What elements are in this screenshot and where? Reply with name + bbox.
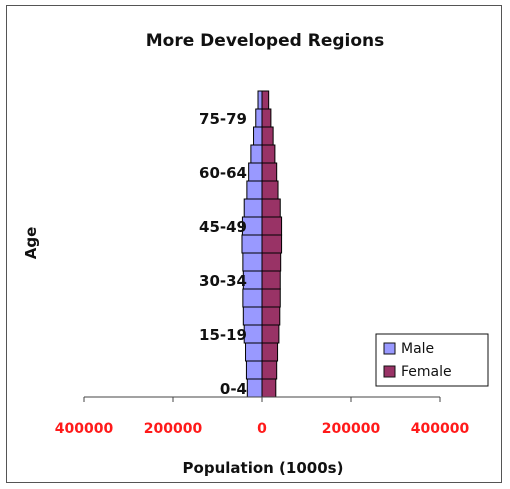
x-tick-label: 200000 bbox=[144, 421, 203, 437]
bar-male-50-54 bbox=[243, 198, 263, 218]
x-tick-label: 400000 bbox=[55, 421, 114, 437]
bar-female-75-79 bbox=[261, 108, 272, 128]
bar-female-55-59 bbox=[261, 180, 279, 200]
bar-male-35-39 bbox=[242, 252, 263, 272]
bar-female-50-54 bbox=[261, 198, 281, 218]
bar-female-15-19 bbox=[261, 324, 280, 344]
y-tick-label: 45-49 bbox=[199, 218, 247, 236]
bar-female-60-64 bbox=[261, 162, 278, 182]
legend-label-female: Female bbox=[401, 364, 452, 380]
y-axis-title: Age bbox=[22, 227, 40, 260]
bar-male-60-64 bbox=[248, 162, 263, 182]
bar-male-55-59 bbox=[246, 180, 263, 200]
y-tick-label: 60-64 bbox=[199, 164, 247, 182]
bar-female-70-74 bbox=[261, 126, 274, 146]
x-tick-label: 0 bbox=[257, 421, 267, 437]
x-tick-label: 400000 bbox=[411, 421, 470, 437]
bar-male-70-74 bbox=[253, 126, 263, 146]
legend: Male Female bbox=[375, 333, 489, 387]
bar-female-30-34 bbox=[261, 270, 281, 290]
legend-swatch-female bbox=[383, 365, 396, 378]
bar-male-75-79 bbox=[255, 108, 263, 128]
bar-female-45-49 bbox=[261, 216, 283, 236]
y-tick-label: 30-34 bbox=[199, 272, 247, 290]
legend-label-male: Male bbox=[401, 341, 434, 357]
bar-female-5-9 bbox=[261, 360, 278, 380]
bar-female-65-69 bbox=[261, 144, 276, 164]
bar-male-80+ bbox=[257, 90, 263, 110]
y-tick-label: 0-4 bbox=[220, 380, 247, 398]
bar-male-10-14 bbox=[245, 342, 263, 362]
bar-female-40-44 bbox=[261, 234, 283, 254]
bar-female-25-29 bbox=[261, 288, 281, 308]
bar-male-65-69 bbox=[250, 144, 263, 164]
chart-border bbox=[6, 5, 502, 483]
bar-female-80+ bbox=[261, 90, 270, 110]
x-ticks-group: 400000 200000 0 200000 400000 bbox=[55, 397, 470, 437]
chart-title: More Developed Regions bbox=[146, 31, 385, 51]
bar-male-5-9 bbox=[245, 360, 263, 380]
bar-male-40-44 bbox=[241, 234, 263, 254]
legend-swatch-male bbox=[383, 342, 396, 355]
bar-female-20-24 bbox=[261, 306, 281, 326]
bar-male-25-29 bbox=[242, 288, 263, 308]
y-ticks-group: 0-4 15-19 30-34 45-49 60-64 75-79 bbox=[199, 110, 247, 398]
x-tick-label: 200000 bbox=[322, 421, 381, 437]
y-tick-label: 75-79 bbox=[199, 110, 247, 128]
bar-female-0-4 bbox=[261, 378, 277, 398]
x-axis-title: Population (1000s) bbox=[183, 459, 344, 477]
bar-male-20-24 bbox=[242, 306, 263, 326]
y-tick-label: 15-19 bbox=[199, 326, 247, 344]
bar-male-0-4 bbox=[246, 378, 263, 398]
bar-female-35-39 bbox=[261, 252, 282, 272]
bars-group bbox=[241, 90, 283, 398]
bar-female-10-14 bbox=[261, 342, 279, 362]
